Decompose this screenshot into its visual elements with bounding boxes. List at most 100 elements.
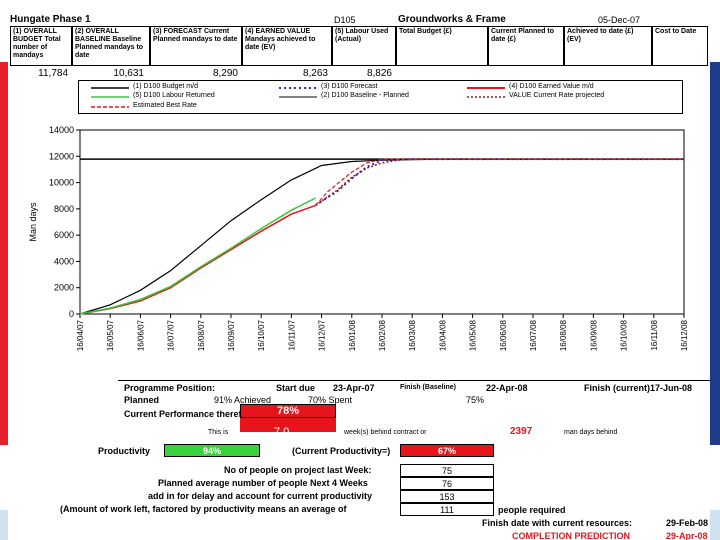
people-last-week-value: 75 (400, 464, 494, 477)
legend-baseline: (2) D100 Baseline - Planned (321, 92, 409, 99)
legend-best-rate: Estimated Best Rate (133, 102, 197, 109)
current-productivity-label: (Current Productivity=) (292, 446, 391, 456)
amount-left-value: 111 (400, 503, 494, 516)
y-tick-label: 8000 (54, 204, 74, 214)
legend-budget: (1) D100 Budget m/d (133, 83, 198, 90)
y-tick-label: 10000 (49, 178, 74, 188)
header-col3: (3) FORECAST Current Planned mandays to … (150, 26, 242, 66)
legend-svg (91, 87, 505, 108)
y-tick-label: 4000 (54, 256, 74, 266)
right-blue-bar (708, 62, 720, 445)
mandays-behind-value: 2397 (510, 426, 533, 437)
series-line-5 (79, 197, 316, 315)
x-tick-label: 16/08/08 (559, 319, 568, 351)
legend-projected: VALUE Current Rate projected (509, 92, 605, 99)
package-code: D105 (334, 15, 356, 25)
y-axis-label: Man days (28, 202, 38, 242)
productivity-value: 94% (164, 444, 260, 457)
y-tick-label: 0 (69, 309, 74, 319)
series-line-3 (315, 158, 684, 206)
series-line-2 (79, 158, 684, 315)
chart-legend: (1) D100 Budget m/d (5) D100 Labour Retu… (78, 80, 683, 114)
this-is-label: This is (208, 429, 229, 436)
finish-baseline-label: Finish (Baseline) (400, 384, 457, 391)
header-col2: (2) OVERALL BASELINE Baseline Planned ma… (72, 26, 150, 66)
report-date: 05-Dec-07 (598, 15, 641, 25)
value-earned: 8,263 (302, 68, 328, 79)
current-performance-value: 78% (240, 404, 336, 418)
planned-value: 91% Achieved (214, 395, 272, 405)
start-due-label: Start due (276, 383, 316, 393)
people-last-week-label: No of people on project last Week: (224, 465, 372, 475)
x-tick-label: 16/11/07 (287, 319, 296, 350)
x-tick-label: 16/08/07 (197, 319, 206, 351)
amount-left-label: (Amount of work left, factored by produc… (60, 504, 347, 514)
x-tick-label: 16/07/08 (529, 319, 538, 351)
addin-label: add in for delay and account for current… (148, 491, 373, 501)
value-forecast: 8,290 (212, 68, 238, 79)
mandays-behind-label: man days behind (564, 429, 618, 436)
x-tick-label: 16/10/08 (620, 319, 629, 351)
x-tick-label: 16/06/08 (499, 319, 508, 351)
planned-people-value: 76 (400, 477, 494, 490)
programme-position-label: Programme Position: (124, 383, 216, 393)
productivity-label: Productivity (98, 446, 151, 456)
finish-date-value: 29-Feb-08 (666, 518, 709, 528)
x-tick-label: 16/04/07 (76, 319, 85, 351)
x-tick-label: 16/12/07 (318, 319, 327, 351)
x-tick-label: 16/07/07 (167, 319, 176, 351)
finish-baseline-date: 22-Apr-08 (486, 383, 528, 393)
finish-current-label: Finish (current) (584, 383, 651, 393)
x-tick-label: 16/01/08 (348, 319, 357, 351)
legend-labour: (5) D100 Labour Returned (133, 92, 215, 99)
x-tick-label: 16/05/07 (106, 319, 115, 351)
weeks-behind-label: week(s) behind contract or (344, 429, 427, 436)
finish-date-label: Finish date with current resources: (482, 518, 633, 528)
s-curve-chart: 0 2000 4000 6000 8000 10000 12000 14000 Man days… (28, 125, 689, 351)
x-tick-label: 16/03/08 (408, 319, 417, 351)
x-tick-label: 16/09/08 (589, 319, 598, 351)
header-col7: Current Planned to date (£) (488, 26, 564, 66)
programme-top-rule (118, 380, 710, 381)
x-tick-label: 16/09/07 (227, 319, 236, 351)
current-performance-label: Current Performance therefore (124, 409, 256, 419)
header-col4: (4) EARNED VALUE Mandays achieved to dat… (242, 26, 332, 66)
value-labour: 8,826 (366, 68, 392, 79)
y-tick-label: 14000 (49, 125, 74, 135)
y-tick-label: 6000 (54, 230, 74, 240)
x-tick-label: 16/04/08 (438, 319, 447, 351)
header-col6: Total Budget (£) (396, 26, 488, 66)
header-col8: Achieved to date (£) (EV) (564, 26, 652, 66)
x-tick-label: 16/06/07 (136, 319, 145, 351)
addin-value: 153 (400, 490, 494, 503)
spent-value: 75% (466, 395, 485, 405)
value-baseline: 10,631 (113, 68, 144, 79)
x-tick-label: 16/12/08 (680, 319, 689, 351)
planned-label: Planned (124, 395, 160, 405)
x-tick-label: 16/11/08 (650, 319, 659, 350)
performance-red-fill (240, 418, 336, 432)
legend-earned: (4) D100 Earned Value m/d (509, 83, 594, 90)
planned-people-label: Planned average number of people Next 4 … (158, 478, 368, 488)
header-col9: Cost to Date (652, 26, 708, 66)
header-col1: (1) OVERALL BUDGET Total number of manda… (10, 26, 72, 66)
finish-current-date: 17-Jun-08 (650, 383, 693, 393)
x-tick-label: 16/05/08 (469, 319, 478, 351)
y-tick-label: 2000 (54, 283, 74, 293)
spent-label: 70% Spent (308, 395, 353, 405)
current-productivity-value: 67% (400, 444, 494, 457)
x-tick-label: 16/10/07 (257, 319, 266, 351)
value-budget: 11,784 (38, 68, 68, 79)
series-line-4 (79, 204, 316, 315)
completion-prediction-label: COMPLETION PREDICTION (512, 531, 631, 540)
spreadsheet: Hungate Phase 1 D105 Groundworks & Frame… (8, 6, 710, 540)
series-line-6 (315, 158, 684, 207)
weeks-behind-value: 7.0 (274, 426, 290, 438)
y-tick-label: 12000 (49, 151, 74, 161)
x-tick-label: 16/02/08 (378, 319, 387, 351)
completion-prediction-value: 29-Apr-08 (666, 531, 708, 540)
package-name: Groundworks & Frame (398, 14, 506, 25)
series-line-7 (315, 158, 684, 206)
people-required-label: people required (498, 505, 566, 515)
header-col5: (5) Labour Used (Actual) (332, 26, 396, 66)
